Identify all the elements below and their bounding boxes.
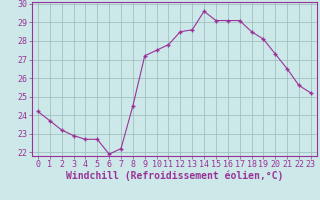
X-axis label: Windchill (Refroidissement éolien,°C): Windchill (Refroidissement éolien,°C) (66, 171, 283, 181)
